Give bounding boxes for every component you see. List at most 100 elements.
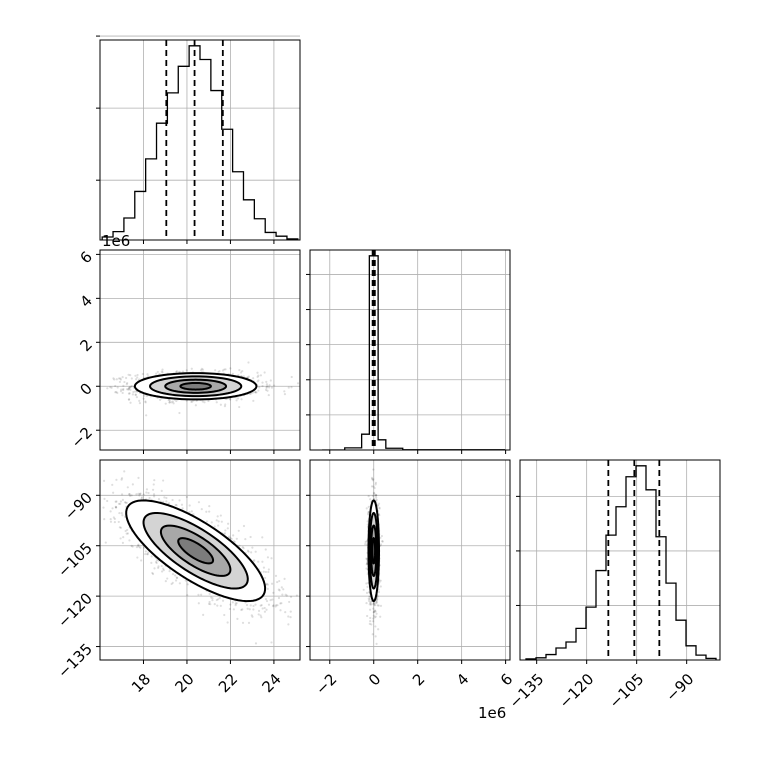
sample-point xyxy=(263,371,266,374)
sample-point xyxy=(213,603,216,606)
sample-point xyxy=(232,608,235,611)
sample-point xyxy=(241,608,244,611)
sample-point xyxy=(145,394,149,398)
sample-point xyxy=(266,389,269,392)
sample-point xyxy=(264,576,267,580)
sample-point xyxy=(138,402,142,405)
sample-point xyxy=(375,612,378,615)
sample-point xyxy=(112,491,115,494)
sample-point xyxy=(145,414,148,417)
density-contour-fill-0 xyxy=(180,382,211,390)
sample-point xyxy=(245,603,249,607)
sample-point xyxy=(256,380,259,383)
sample-point xyxy=(268,384,271,387)
sample-point xyxy=(241,621,245,624)
sample-point xyxy=(246,607,249,610)
sample-point xyxy=(381,540,384,543)
sample-point xyxy=(373,602,376,605)
sample-point xyxy=(217,598,220,601)
sample-point xyxy=(114,500,117,503)
sample-point xyxy=(126,381,129,385)
sample-point xyxy=(175,399,178,403)
sample-point xyxy=(367,505,370,508)
sample-point xyxy=(171,400,174,403)
xtick-label-p20-3: 24 xyxy=(258,670,284,696)
sample-point xyxy=(375,601,379,604)
xtick-label-h2-3: −90 xyxy=(662,670,697,705)
sample-point xyxy=(214,369,217,372)
sample-point xyxy=(151,571,154,575)
histogram-p1 xyxy=(322,255,506,450)
sample-point xyxy=(277,588,280,591)
ytick-label-p20-2: −105 xyxy=(54,539,96,581)
sample-point xyxy=(375,498,378,501)
sample-point xyxy=(266,587,269,590)
sample-point xyxy=(327,583,329,585)
sample-point xyxy=(372,603,375,606)
sample-point xyxy=(160,570,164,573)
density-contour-line-2 xyxy=(149,375,243,398)
sample-point xyxy=(217,520,220,523)
sample-point xyxy=(103,518,106,521)
sample-point xyxy=(118,526,121,529)
sample-point xyxy=(365,567,368,570)
sample-point xyxy=(122,384,125,387)
sample-point xyxy=(153,495,156,498)
sample-point xyxy=(247,375,251,378)
offset-label-p1-x: 1e6 xyxy=(478,704,506,722)
sample-point xyxy=(95,383,97,385)
sample-point xyxy=(373,616,376,619)
sample-point xyxy=(371,477,374,481)
sample-point xyxy=(111,507,114,510)
sample-point xyxy=(163,496,166,499)
sample-point xyxy=(379,615,382,618)
sample-point xyxy=(114,506,118,509)
sample-point xyxy=(170,401,173,404)
sample-point xyxy=(247,361,250,364)
sample-point xyxy=(253,391,257,394)
sample-point xyxy=(258,386,261,389)
sample-point xyxy=(218,370,221,373)
sample-point xyxy=(375,642,378,645)
sample-point xyxy=(368,595,371,598)
sample-point xyxy=(367,511,370,514)
sample-point xyxy=(235,537,238,540)
sample-point xyxy=(168,401,171,404)
sample-point xyxy=(117,377,121,380)
sample-point xyxy=(365,563,368,566)
sample-point xyxy=(265,582,268,586)
sample-point xyxy=(369,616,372,620)
sample-point xyxy=(265,385,268,388)
sample-point xyxy=(139,492,142,495)
sample-point xyxy=(221,369,225,372)
frame-h2 xyxy=(519,459,721,661)
sample-point xyxy=(366,520,369,523)
sample-point xyxy=(134,393,137,396)
sample-point xyxy=(284,611,287,614)
sample-point xyxy=(364,540,367,544)
sample-point xyxy=(367,597,370,600)
sample-point xyxy=(268,386,271,389)
sample-point xyxy=(377,604,380,607)
sample-point xyxy=(85,461,87,463)
sample-point xyxy=(266,385,269,388)
sample-point xyxy=(150,555,153,558)
sample-point xyxy=(276,580,279,584)
density-contour-line-1 xyxy=(164,378,228,394)
sample-point xyxy=(371,479,375,482)
sample-point xyxy=(261,607,264,610)
sample-point xyxy=(289,610,292,613)
sample-point xyxy=(256,375,259,379)
sample-point xyxy=(379,604,383,608)
sample-point xyxy=(132,390,135,394)
sample-point xyxy=(379,536,382,539)
sample-point xyxy=(147,491,150,495)
sample-point xyxy=(230,537,233,541)
sample-point xyxy=(264,597,268,601)
sample-point xyxy=(151,572,155,576)
sample-point xyxy=(375,601,378,605)
sample-point xyxy=(125,532,128,535)
sample-point xyxy=(234,604,237,607)
sample-point xyxy=(109,520,113,523)
sample-point xyxy=(261,384,264,388)
